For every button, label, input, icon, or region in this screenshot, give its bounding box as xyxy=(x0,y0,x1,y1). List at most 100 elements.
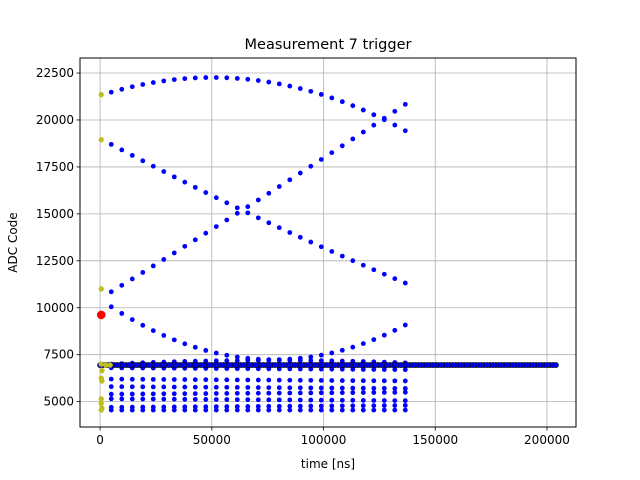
data-point xyxy=(161,377,167,382)
data-point xyxy=(318,92,324,97)
plot-frame xyxy=(79,57,577,428)
data-point xyxy=(276,184,282,189)
y-tick-label: 15000 xyxy=(36,207,74,221)
x-axis: 0 50000 100000 150000 200000 xyxy=(96,427,570,447)
data-point xyxy=(224,217,230,223)
x-tick-label: 200000 xyxy=(524,433,570,447)
data-point xyxy=(161,407,167,413)
data-point xyxy=(213,350,219,356)
data-point xyxy=(402,398,408,404)
data-point xyxy=(192,384,198,390)
data-point xyxy=(140,82,146,87)
data-point xyxy=(182,377,188,382)
data-point xyxy=(371,337,377,343)
data-point xyxy=(350,407,356,413)
data-point xyxy=(371,390,377,395)
data-point xyxy=(392,407,398,413)
data-point xyxy=(287,390,293,396)
data-point xyxy=(108,396,114,402)
data-point xyxy=(381,332,387,338)
data-point xyxy=(360,390,366,395)
data-point xyxy=(276,81,282,87)
x-tick-label: 150000 xyxy=(412,433,458,447)
data-point xyxy=(402,101,408,107)
data-point xyxy=(329,378,335,383)
data-point xyxy=(402,280,408,286)
data-point xyxy=(392,122,398,128)
data-point xyxy=(266,220,272,226)
data-point xyxy=(255,197,261,203)
data-point xyxy=(329,390,335,396)
data-point xyxy=(119,147,125,153)
data-point xyxy=(276,385,282,391)
data-point xyxy=(266,357,272,363)
data-point xyxy=(192,377,198,383)
data-point xyxy=(402,367,408,373)
data-point xyxy=(224,377,230,383)
data-point xyxy=(140,158,146,164)
data-point xyxy=(192,391,198,397)
data-point xyxy=(266,190,272,196)
data-point xyxy=(308,403,314,409)
data-point xyxy=(192,75,198,81)
data-point xyxy=(140,407,146,413)
data-point xyxy=(297,407,303,413)
start-point xyxy=(98,136,104,143)
data-point xyxy=(287,377,293,383)
data-point xyxy=(308,407,314,413)
data-point xyxy=(203,404,209,410)
data-point xyxy=(266,79,272,85)
data-point xyxy=(276,357,282,363)
data-point xyxy=(150,263,156,269)
data-point xyxy=(318,397,324,403)
data-point xyxy=(350,390,356,396)
data-point xyxy=(360,262,366,268)
data-point xyxy=(329,358,335,364)
data-point xyxy=(119,311,125,316)
data-point xyxy=(213,195,219,201)
data-point xyxy=(255,78,261,83)
data-point xyxy=(140,322,146,328)
y-axis-title: ADC Code xyxy=(6,212,20,272)
data-point xyxy=(339,385,345,391)
data-point xyxy=(371,112,377,118)
data-point xyxy=(182,391,188,397)
x-axis-title: time [ns] xyxy=(301,457,355,471)
data-point xyxy=(392,385,398,391)
data-point xyxy=(108,289,114,295)
data-point xyxy=(392,276,398,282)
y-axis: 5000 7500 10000 12500 15000 17500 20000 22500 xyxy=(36,66,80,409)
data-point xyxy=(161,396,167,402)
data-point xyxy=(371,403,377,409)
data-point xyxy=(234,354,240,360)
data-point xyxy=(161,78,167,84)
data-point xyxy=(381,367,387,372)
data-point xyxy=(213,75,219,80)
data-point xyxy=(161,391,167,397)
data-point xyxy=(318,403,324,409)
data-point xyxy=(203,348,209,353)
data-point xyxy=(266,403,272,409)
data-point xyxy=(339,99,345,105)
data-point xyxy=(171,407,177,413)
data-point xyxy=(276,407,282,413)
data-point xyxy=(339,403,345,409)
data-point xyxy=(350,378,356,384)
data-point xyxy=(161,257,167,262)
data-point xyxy=(203,407,209,413)
data-point xyxy=(297,170,303,176)
data-point xyxy=(234,210,240,216)
data-point xyxy=(371,378,377,384)
data-point xyxy=(234,377,240,383)
data-point xyxy=(119,396,125,402)
data-point xyxy=(182,407,188,413)
data-point xyxy=(339,347,345,353)
data-point xyxy=(192,344,198,350)
data-point xyxy=(192,184,198,190)
data-point xyxy=(234,358,240,363)
data-point xyxy=(318,378,324,383)
data-point xyxy=(129,84,135,90)
data-point xyxy=(150,384,156,390)
data-point xyxy=(392,398,398,403)
y-tick-label: 7500 xyxy=(43,348,74,362)
